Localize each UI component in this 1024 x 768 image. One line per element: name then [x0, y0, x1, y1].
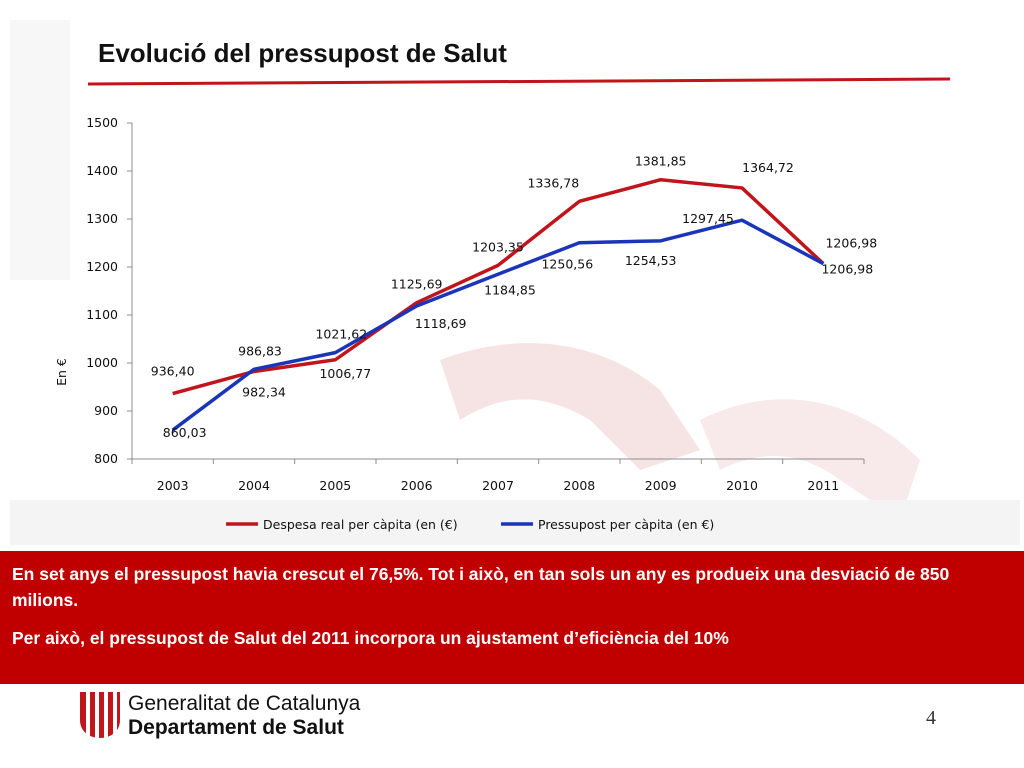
data-label-despesa-2011: 1206,98 — [825, 236, 877, 251]
page-title: Evolució del pressupost de Salut — [98, 38, 507, 68]
x-tick-label-2009: 2009 — [645, 478, 677, 493]
x-tick-label-2004: 2004 — [238, 478, 270, 493]
x-tick-label-2006: 2006 — [401, 478, 433, 493]
data-label-despesa-2010: 1364,72 — [742, 160, 794, 175]
banner-text-2: Per això, el pressupost de Salut del 201… — [12, 628, 729, 648]
page-number: 4 — [926, 707, 936, 729]
data-label-despesa-2008: 1336,78 — [527, 175, 579, 190]
data-label-pressupost-2006: 1118,69 — [415, 316, 467, 331]
data-label-despesa-2004: 982,34 — [242, 384, 286, 399]
y-tick-label-1500: 1500 — [86, 115, 118, 130]
data-label-pressupost-2005: 1021,62 — [315, 327, 367, 342]
data-label-despesa-2006: 1125,69 — [391, 277, 443, 292]
x-tick-label-2005: 2005 — [319, 478, 351, 493]
y-tick-label-1200: 1200 — [86, 259, 118, 274]
y-tick-label-1400: 1400 — [86, 163, 118, 178]
data-label-pressupost-2004: 986,83 — [238, 343, 282, 358]
y-tick-label-1300: 1300 — [86, 211, 118, 226]
y-tick-label-1000: 1000 — [86, 355, 118, 370]
org-name: Generalitat de Catalunya — [128, 692, 361, 715]
data-label-pressupost-2010: 1297,45 — [682, 211, 734, 226]
y-tick-label-800: 800 — [94, 451, 118, 466]
y-tick-label-1100: 1100 — [86, 307, 118, 322]
x-tick-label-2011: 2011 — [807, 478, 839, 493]
x-tick-label-2010: 2010 — [726, 478, 758, 493]
info-banner: En set anys el pressupost havia crescut … — [0, 551, 1024, 684]
data-label-pressupost-2007: 1184,85 — [484, 282, 536, 297]
legend-label-0: Despesa real per càpita (en (€) — [263, 517, 458, 532]
y-axis-title: En € — [54, 358, 69, 386]
y-tick-label-900: 900 — [94, 403, 118, 418]
line-chart: 800 900 1000 1100 1200 1300 1400 1500 2003 2004 20… — [54, 115, 877, 532]
x-tick-label-2008: 2008 — [563, 478, 595, 493]
data-label-despesa-2003: 936,40 — [151, 364, 195, 379]
series-line-pressupost — [171, 218, 825, 432]
data-label-pressupost-2011: 1206,98 — [821, 262, 873, 277]
title-underline — [87, 77, 951, 86]
data-label-despesa-2005: 1006,77 — [319, 366, 371, 381]
generalitat-logo — [80, 692, 120, 738]
x-tick-label-2003: 2003 — [157, 478, 189, 493]
data-label-despesa-2009: 1381,85 — [635, 154, 687, 169]
x-tick-label-2007: 2007 — [482, 478, 514, 493]
banner-text-1: En set anys el pressupost havia crescut … — [12, 564, 950, 610]
data-label-despesa-2007: 1203,35 — [472, 239, 524, 254]
data-label-pressupost-2008: 1250,56 — [541, 257, 593, 272]
series-line-despesa-real — [172, 177, 825, 396]
data-label-pressupost-2009: 1254,53 — [625, 253, 677, 268]
department-name: Departament de Salut — [128, 716, 344, 739]
legend-label-1: Pressupost per càpita (en €) — [538, 517, 714, 532]
data-label-pressupost-2003: 860,03 — [163, 425, 207, 440]
